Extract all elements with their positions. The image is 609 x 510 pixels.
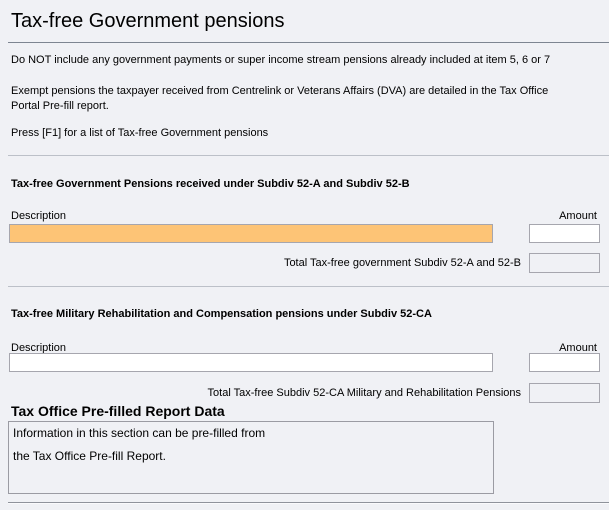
prefill-info-line-2: the Tax Office Pre-fill Report. [13,449,166,463]
total-label-52ca: Total Tax-free Subdiv 52-CA Military and… [207,387,521,399]
note-press-f1: Press [F1] for a list of Tax-free Govern… [11,127,269,139]
prefill-heading: Tax Office Pre-filled Report Data [11,403,225,419]
amount-label-52ab: Amount [559,210,597,222]
total-field-52ca [529,383,600,403]
note-exempt-pensions-line2: Portal Pre-fill report. [11,100,109,112]
total-label-52ab: Total Tax-free government Subdiv 52-A an… [283,257,521,269]
note-do-not-include: Do NOT include any government payments o… [11,54,551,66]
section-divider-middle [8,286,609,287]
description-input-52ab[interactable] [9,224,493,243]
total-field-52ab [529,253,600,273]
amount-input-52ca[interactable] [529,353,600,372]
description-input-52ca[interactable] [9,353,493,372]
amount-input-52ab[interactable] [529,224,600,243]
amount-label-52ca: Amount [559,342,597,354]
description-label-52ab: Description [11,210,67,222]
prefill-info-box: Information in this section can be pre-f… [8,421,494,494]
page-title: Tax-free Government pensions [11,10,285,32]
prefill-info-line-1: Information in this section can be pre-f… [13,426,266,440]
section-52ab-heading: Tax-free Government Pensions received un… [11,178,410,190]
title-divider [8,42,609,43]
bottom-divider [8,502,609,504]
section-divider-top [8,155,609,156]
section-52ca-heading: Tax-free Military Rehabilitation and Com… [11,308,432,320]
note-exempt-pensions-line1: Exempt pensions the taxpayer received fr… [11,85,549,97]
description-label-52ca: Description [11,342,67,354]
